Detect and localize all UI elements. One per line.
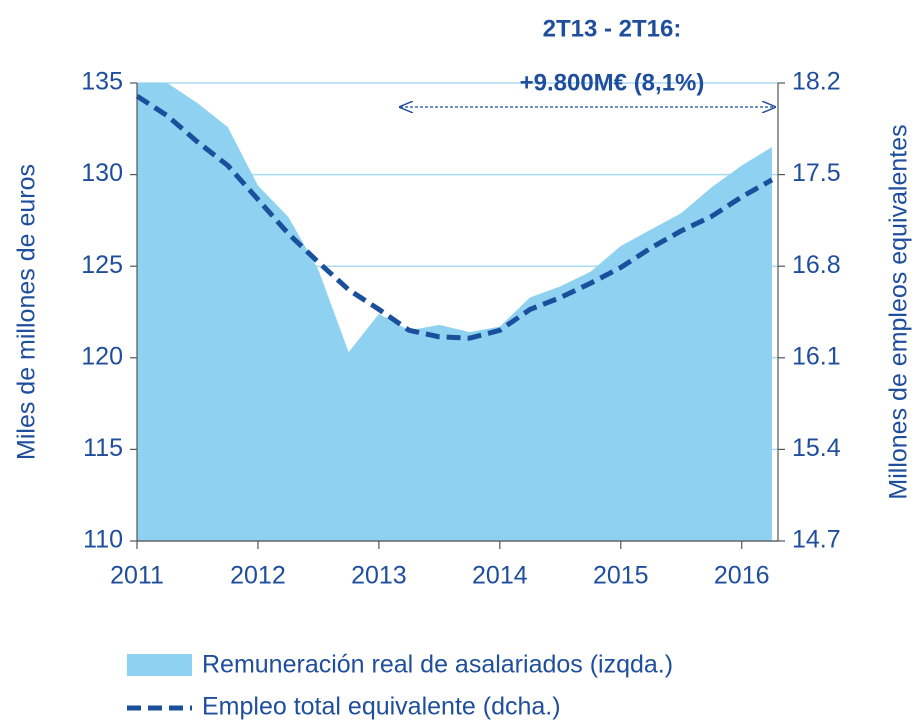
area [137,83,772,541]
plot [135,83,774,541]
annotation: 2T13 - 2T16: [543,15,682,42]
y2-axis-title: Millones de empleos equivalentes [885,124,913,499]
y-tick-label: 110 [83,526,123,554]
x-tick-label: 2013 [351,562,407,590]
y-tick-label: 130 [81,159,123,187]
y2-tick-label: 17.5 [792,159,841,187]
y2-tick-label: 16.8 [792,251,841,279]
y-tick-label: 125 [81,251,123,279]
y-tick-label: 115 [83,434,123,462]
x-tick-label: 2015 [593,562,649,590]
legend-label: Remuneración real de asalariados (izqda.… [202,651,673,679]
legend-swatch-area [127,654,192,676]
annotation: +9.800M€ (8,1%) [520,69,705,96]
y2-tick-label: 16.1 [792,342,841,370]
line [135,93,774,341]
y-axis-title: Miles de millones de euros [13,164,41,460]
legend-label: Empleo total equivalente (dcha.) [202,693,561,721]
x-tick-label: 2012 [230,562,286,590]
y2-tick-label: 15.4 [792,434,841,462]
y2-tick-label: 14.7 [792,526,841,554]
y2-tick-label: 18.2 [792,68,841,96]
x-tick-label: 2011 [110,562,164,590]
x-tick-label: 2014 [472,562,528,590]
y-tick-label: 135 [81,68,123,96]
y-tick-label: 120 [81,342,123,370]
x-tick-label: 2016 [714,562,770,590]
